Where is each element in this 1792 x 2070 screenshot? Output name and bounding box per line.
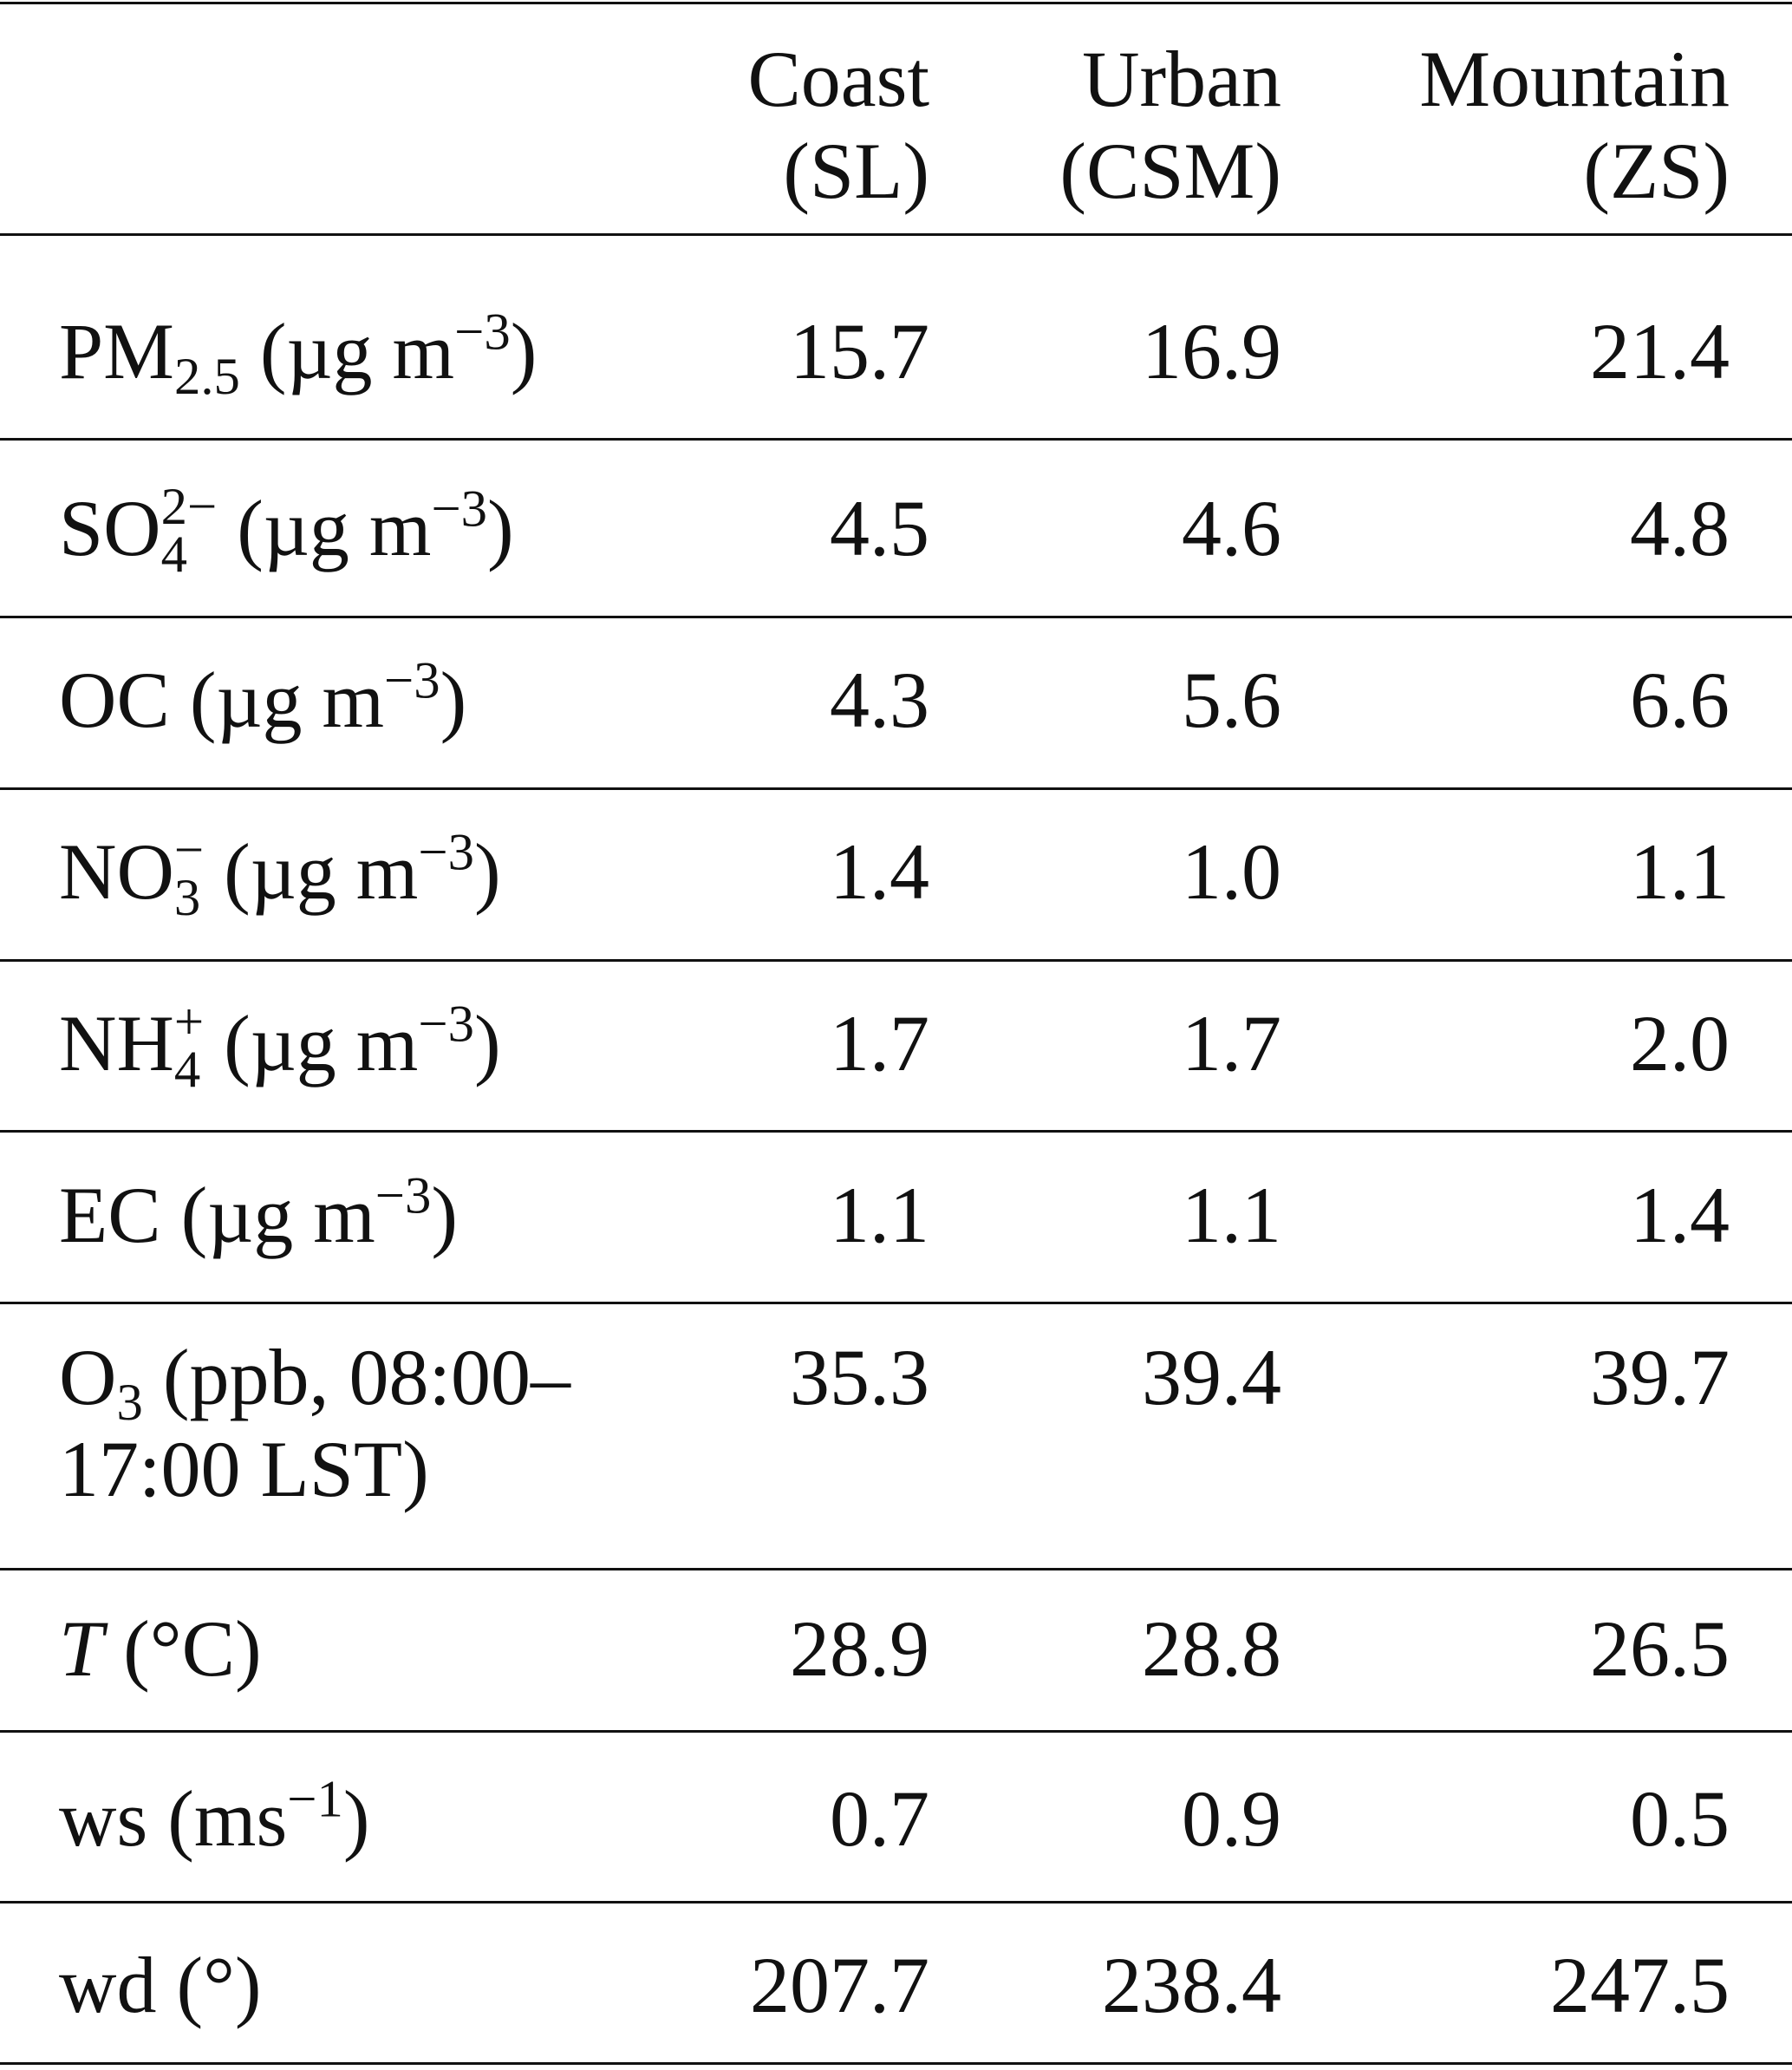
cell-coast: 1.4 [830,827,929,916]
cell-urban: 39.4 [1142,1333,1281,1421]
row-label: T (°C) [59,1604,262,1693]
row-label: PM2.5 (µg m−3) [59,303,538,407]
col-header-mountain: Mountain (ZS) [1419,35,1730,215]
cell-urban: 1.0 [1182,827,1281,916]
row-rule [0,1302,1792,1304]
row-label: OC (µg m−3) [59,651,467,744]
cell-mountain: 4.8 [1630,484,1730,572]
cell-coast: 207.7 [750,1941,929,2029]
cell-mountain: 21.4 [1590,307,1730,395]
cell-urban: 28.8 [1142,1604,1281,1693]
row-label: EC (µg m−3) [59,1166,459,1259]
col-header-urban: Urban (CSM) [1059,35,1281,215]
cell-coast: 35.3 [790,1333,929,1421]
cell-mountain: 39.7 [1590,1333,1730,1421]
row-rule [0,787,1792,790]
cell-coast: 4.3 [830,656,929,744]
row-rule [0,1901,1792,1903]
cell-urban: 16.9 [1142,307,1281,395]
cell-mountain: 247.5 [1550,1941,1730,2029]
col-header-coast: Coast (SL) [747,35,929,215]
row-rule [0,1730,1792,1733]
cell-urban: 238.4 [1102,1941,1281,2029]
row-label: O3 (ppb, 08:00– 17:00 LST) [59,1333,571,1513]
cell-coast: 1.7 [830,999,929,1087]
cell-urban: 1.1 [1182,1171,1281,1259]
cell-mountain: 1.1 [1630,827,1730,916]
cell-coast: 15.7 [790,307,929,395]
row-label: SO 2− 4 (µg m−3) [59,478,514,584]
cell-coast: 1.1 [830,1171,929,1259]
row-label: wd (°) [59,1941,262,2029]
cell-mountain: 0.5 [1630,1774,1730,1863]
cell-urban: 5.6 [1182,656,1281,744]
row-rule [0,438,1792,441]
cell-urban: 4.6 [1182,484,1281,572]
bottom-rule [0,2062,1792,2065]
cell-coast: 28.9 [790,1604,929,1693]
row-rule [0,1568,1792,1570]
header-rule [0,233,1792,236]
cell-mountain: 26.5 [1590,1604,1730,1693]
row-label: ws (ms−1) [59,1770,370,1863]
cell-mountain: 6.6 [1630,656,1730,744]
cell-coast: 4.5 [830,484,929,572]
row-rule [0,616,1792,618]
row-label: NH +4 (µg m−3) [59,993,501,1099]
row-rule [0,959,1792,962]
cell-mountain: 1.4 [1630,1171,1730,1259]
row-label: NO −3 (µg m−3) [59,821,501,927]
cell-mountain: 2.0 [1630,999,1730,1087]
cell-coast: 0.7 [830,1774,929,1863]
top-rule [0,2,1792,4]
cell-urban: 1.7 [1182,999,1281,1087]
cell-urban: 0.9 [1182,1774,1281,1863]
row-rule [0,1130,1792,1133]
